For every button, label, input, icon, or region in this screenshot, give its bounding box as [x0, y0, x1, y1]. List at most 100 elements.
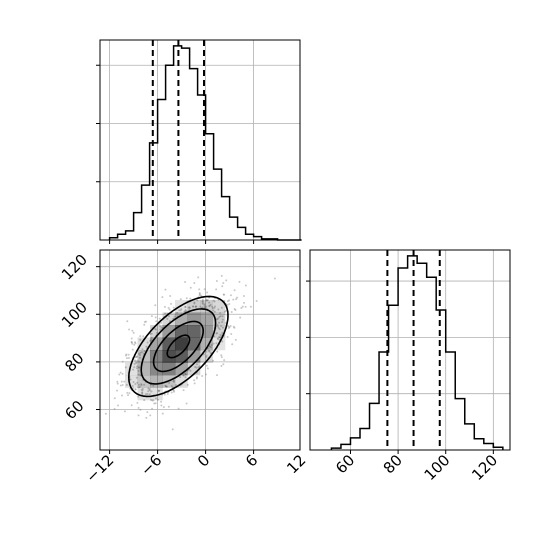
scatter-point: [220, 365, 223, 368]
scatter-point: [208, 301, 211, 304]
density-cell: [137, 375, 151, 388]
scatter-point: [131, 348, 134, 351]
scatter-point: [136, 381, 139, 384]
scatter-point: [219, 333, 222, 336]
density-panel-x0-x1: −12 −6 0 6 12 60 80 100 120: [58, 249, 309, 486]
scatter-point: [228, 299, 231, 302]
scatter-point: [135, 376, 138, 379]
scatter-point: [216, 338, 219, 341]
scatter-point: [155, 331, 158, 334]
scatter-point: [154, 316, 157, 319]
quantile-lines-right: [386, 250, 441, 450]
scatter-point: [154, 304, 157, 307]
scatter-point: [199, 305, 202, 308]
scatter-point: [142, 335, 145, 338]
scatter-point: [225, 309, 228, 312]
scatter-point: [135, 361, 138, 364]
scatter-point: [127, 394, 130, 397]
scatter-point: [220, 354, 223, 357]
x-tick-label: −12: [82, 451, 117, 486]
scatter-point: [134, 388, 137, 391]
scatter-point: [167, 315, 170, 318]
scatter-point: [208, 345, 211, 348]
quantile-lines-top: [151, 40, 205, 240]
scatter-point: [195, 366, 198, 369]
scatter-point: [216, 318, 219, 321]
scatter-point: [201, 306, 204, 309]
density-cell: [162, 362, 176, 376]
scatter-point: [158, 389, 161, 392]
scatter-point: [160, 326, 163, 329]
scatter-point: [216, 332, 219, 335]
scatter-point: [173, 380, 176, 383]
scatter-point: [219, 336, 222, 339]
scatter-point: [184, 373, 187, 376]
scatter-point: [143, 350, 146, 353]
scatter-point: [215, 279, 218, 282]
scatter-point: [205, 305, 208, 308]
density-cell: [175, 337, 188, 351]
scatter-point: [189, 297, 192, 300]
x-tick-label: 80: [380, 451, 406, 477]
scatter-point: [188, 307, 191, 310]
scatter-point: [184, 309, 187, 312]
scatter-point: [172, 389, 175, 392]
scatter-point: [221, 315, 224, 318]
scatter-point: [228, 326, 231, 329]
scatter-point: [200, 294, 203, 297]
scatter-point: [159, 325, 162, 328]
density-cell: [187, 312, 201, 326]
scatter-point: [167, 405, 170, 408]
scatter-point: [144, 320, 147, 323]
scatter-point: [216, 324, 219, 327]
tick-marks-top: [96, 64, 255, 244]
scatter-point: [234, 338, 237, 341]
scatter-point: [212, 342, 215, 345]
scatter-point: [155, 328, 158, 331]
scatter-point: [133, 362, 136, 365]
scatter-point: [206, 291, 209, 294]
scatter-point: [71, 459, 73, 461]
scatter-point: [136, 365, 139, 368]
histogram-step-line-top: [108, 45, 302, 241]
scatter-point: [223, 359, 226, 362]
scatter-point: [146, 393, 149, 396]
scatter-point: [192, 305, 195, 308]
axes-frame-top: [99, 39, 301, 241]
scatter-point: [240, 306, 243, 309]
scatter-point: [220, 325, 223, 328]
scatter-point: [243, 301, 246, 304]
scatter-point: [157, 389, 160, 392]
scatter-point: [134, 388, 137, 391]
scatter-point: [226, 300, 229, 303]
scatter-point: [154, 402, 157, 405]
scatter-point: [166, 317, 169, 320]
scatter-point: [141, 387, 144, 390]
scatter-point: [134, 341, 137, 344]
scatter-point: [137, 369, 140, 372]
scatter-point: [139, 351, 142, 354]
scatter-point: [242, 295, 245, 298]
scatter-point: [226, 303, 229, 306]
scatter-point: [130, 337, 133, 340]
scatter-point: [141, 348, 144, 351]
scatter-point: [162, 406, 165, 409]
scatter-point: [126, 391, 129, 394]
scatter-point: [184, 305, 187, 308]
scatter-point: [203, 288, 206, 291]
scatter-point: [140, 384, 143, 387]
scatter-point: [218, 336, 221, 339]
scatter-point: [198, 294, 201, 297]
density-cell: [200, 300, 213, 313]
density-cell: [175, 300, 188, 313]
scatter-point: [139, 408, 142, 411]
scatter-point: [139, 338, 142, 341]
scatter-point: [117, 404, 120, 407]
scatter-point: [198, 292, 201, 295]
scatter-point: [205, 299, 208, 302]
scatter-point: [208, 350, 211, 353]
scatter-point: [176, 311, 179, 314]
scatter-point: [185, 297, 188, 300]
scatter-point: [126, 320, 129, 323]
scatter-point: [233, 326, 236, 329]
